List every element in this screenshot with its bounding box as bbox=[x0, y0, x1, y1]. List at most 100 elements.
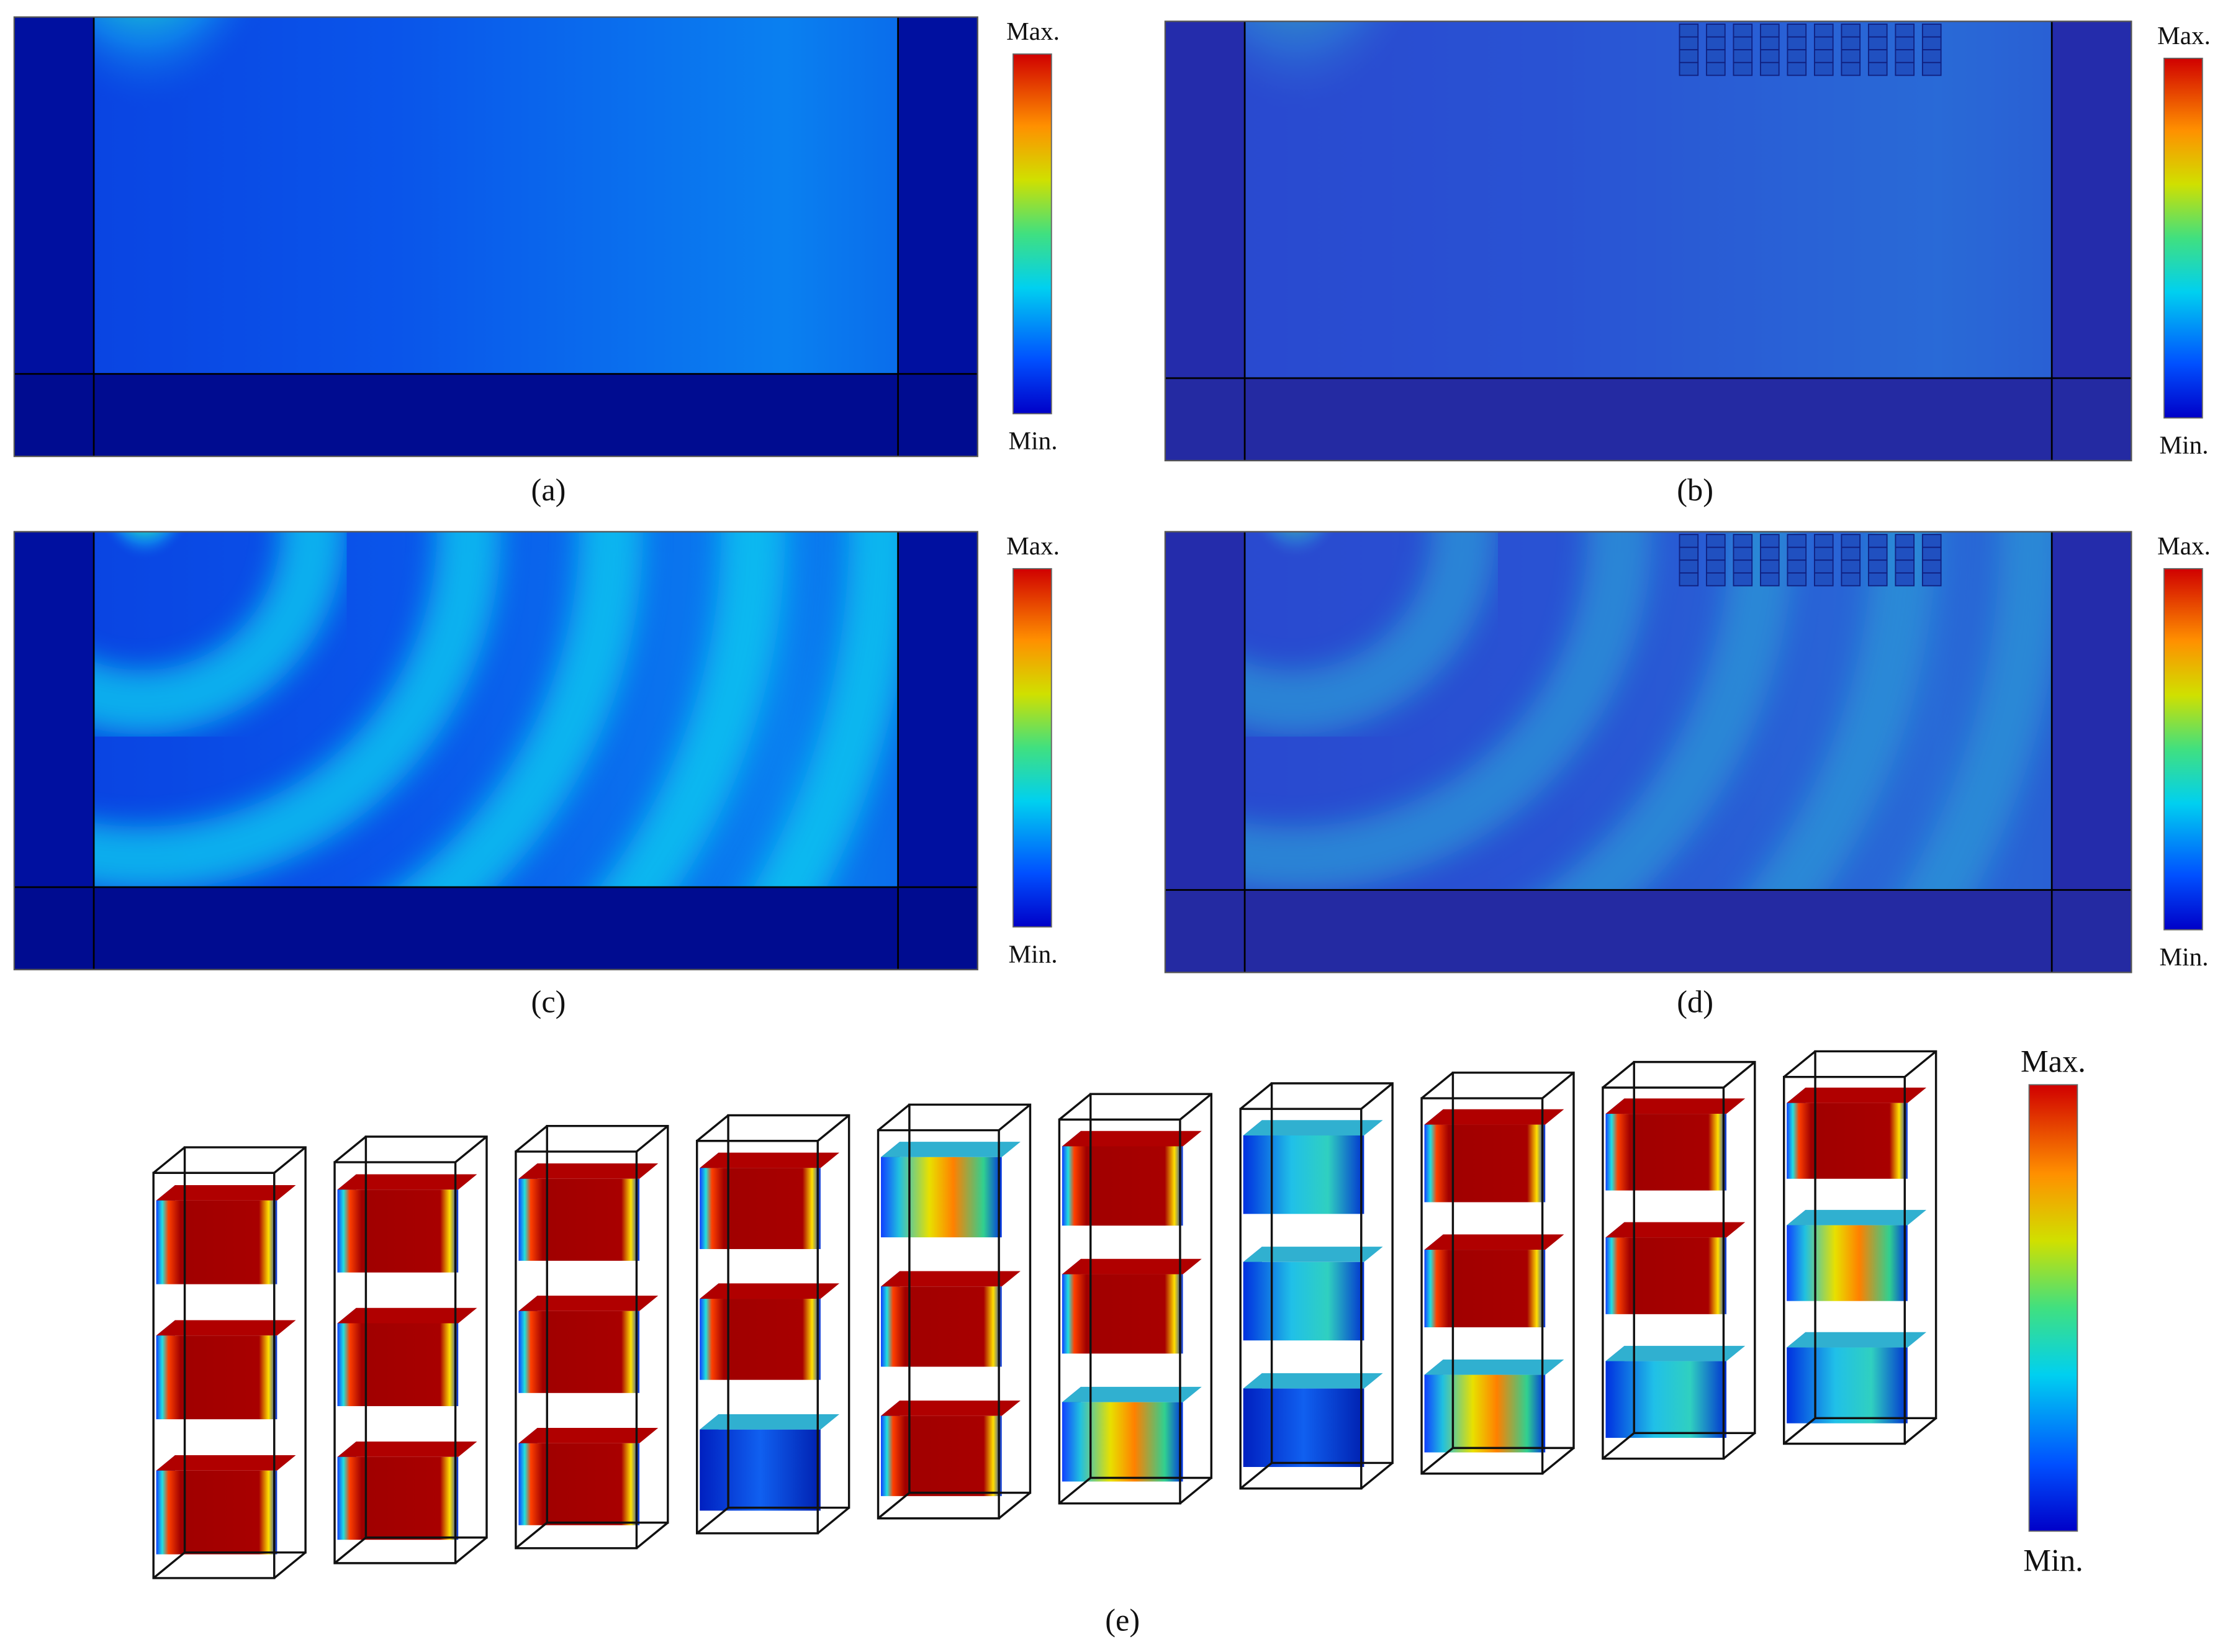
unit-cell bbox=[1841, 49, 1861, 63]
block-front bbox=[1243, 1262, 1364, 1341]
unit-cell bbox=[1679, 36, 1699, 51]
unit-cell bbox=[1760, 36, 1780, 51]
block-top bbox=[881, 1142, 1021, 1157]
boundary-line bbox=[14, 17, 978, 457]
unit-cell bbox=[1921, 559, 1942, 574]
colorbar-max: Max. bbox=[1006, 17, 1060, 45]
unit-cell bbox=[1841, 36, 1861, 51]
panel-border bbox=[13, 531, 978, 970]
block-top bbox=[518, 1296, 659, 1311]
panel-label: (b) bbox=[1677, 472, 1713, 507]
colorbar bbox=[2028, 1084, 2078, 1532]
block-front bbox=[337, 1323, 459, 1406]
unit-cell bbox=[1867, 546, 1888, 561]
box-frame bbox=[333, 1135, 488, 1564]
panel-label: (e) bbox=[1105, 1603, 1140, 1638]
block-front bbox=[156, 1335, 277, 1420]
unit-cell bbox=[1787, 36, 1807, 51]
unit-cell bbox=[1706, 546, 1726, 561]
block-front bbox=[518, 1178, 640, 1261]
block-front bbox=[700, 1429, 821, 1511]
unit-cell bbox=[1706, 559, 1726, 574]
unit-cell bbox=[1921, 546, 1942, 561]
unit-cell bbox=[1841, 572, 1861, 587]
block-top bbox=[1605, 1345, 1746, 1361]
block-front bbox=[518, 1443, 640, 1525]
unit-cell bbox=[1895, 24, 1915, 38]
unit-cell bbox=[1921, 24, 1942, 38]
unit-cell bbox=[1814, 572, 1834, 587]
block-top bbox=[1787, 1209, 1927, 1225]
block-top bbox=[1424, 1234, 1564, 1250]
colorbar-min: Min. bbox=[2023, 1543, 2083, 1578]
block-front bbox=[1787, 1225, 1908, 1301]
box-frame bbox=[877, 1103, 1032, 1520]
unit-cell bbox=[1679, 559, 1699, 574]
unit-cell bbox=[1841, 546, 1861, 561]
colorbar-min: Min. bbox=[2160, 942, 2209, 971]
unit-cell-box bbox=[515, 1124, 669, 1550]
colorbar-max: Max. bbox=[1006, 531, 1060, 560]
unit-cell bbox=[1679, 24, 1699, 38]
source-hotspot bbox=[102, 531, 188, 595]
block-top bbox=[1062, 1386, 1202, 1402]
unit-cell bbox=[1895, 534, 1915, 548]
block-top bbox=[337, 1174, 477, 1190]
unit-cell bbox=[1679, 534, 1699, 548]
block-top bbox=[1062, 1131, 1202, 1147]
block-top bbox=[700, 1283, 840, 1299]
unit-cell bbox=[1921, 534, 1942, 548]
block-top bbox=[156, 1320, 296, 1336]
colorbar-min: Min. bbox=[1009, 939, 1058, 968]
unit-cell bbox=[1787, 49, 1807, 63]
unit-cell bbox=[1814, 546, 1834, 561]
block-front bbox=[518, 1311, 640, 1393]
panel-border bbox=[1164, 531, 2132, 973]
panel-border bbox=[13, 16, 978, 458]
field-plot bbox=[1165, 21, 2132, 461]
unit-cell bbox=[1787, 61, 1807, 76]
unit-cell bbox=[1841, 61, 1861, 76]
unit-cell bbox=[1814, 49, 1834, 63]
unit-cell bbox=[1787, 546, 1807, 561]
box-frame bbox=[1239, 1082, 1394, 1490]
block-top bbox=[1243, 1247, 1383, 1262]
block-top bbox=[337, 1442, 477, 1457]
unit-cell bbox=[1706, 24, 1726, 38]
unit-cell bbox=[1733, 36, 1753, 51]
block-front bbox=[1062, 1146, 1183, 1226]
block-top bbox=[881, 1400, 1021, 1416]
block-front bbox=[1062, 1402, 1183, 1482]
unit-cell bbox=[1895, 572, 1915, 587]
block-top bbox=[518, 1428, 659, 1443]
unit-cell bbox=[1733, 559, 1753, 574]
unit-cell bbox=[1814, 534, 1834, 548]
unit-cell bbox=[1841, 534, 1861, 548]
block-front bbox=[881, 1286, 1002, 1367]
unit-cell bbox=[1921, 36, 1942, 51]
unit-cell bbox=[1733, 49, 1753, 63]
unit-cell bbox=[1867, 61, 1888, 76]
unit-cell bbox=[1760, 534, 1780, 548]
block-front bbox=[1424, 1374, 1546, 1453]
unit-cell bbox=[1867, 534, 1888, 548]
box-frame bbox=[695, 1114, 850, 1535]
field-plot bbox=[1165, 531, 2132, 973]
unit-cell bbox=[1841, 559, 1861, 574]
wave-front bbox=[1165, 531, 1652, 891]
unit-cell-box bbox=[1783, 1050, 1937, 1445]
block-front bbox=[337, 1189, 459, 1273]
overlay bbox=[1165, 531, 2132, 973]
bottom-pml bbox=[1165, 890, 2132, 973]
source-hotspot bbox=[1253, 531, 1339, 595]
block-top bbox=[1787, 1087, 1927, 1103]
unit-cell-box bbox=[1239, 1082, 1394, 1490]
unit-cell bbox=[1921, 49, 1942, 63]
block-top bbox=[337, 1307, 477, 1324]
field-panel: Max. Min. (c) bbox=[13, 531, 1060, 1019]
unit-cell bbox=[1787, 572, 1807, 587]
unit-cell bbox=[1706, 572, 1726, 587]
block-front bbox=[881, 1157, 1002, 1238]
block-top bbox=[1605, 1222, 1746, 1238]
